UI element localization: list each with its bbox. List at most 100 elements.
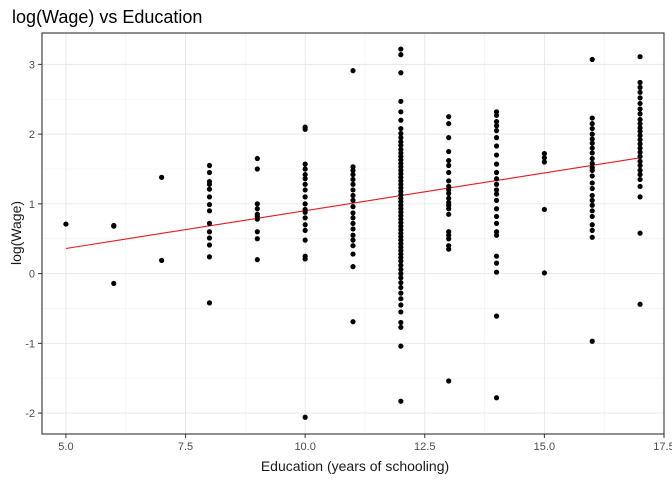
data-point bbox=[206, 181, 213, 187]
data-point bbox=[350, 264, 356, 270]
data-point bbox=[637, 132, 643, 139]
data-point bbox=[637, 162, 643, 169]
data-point bbox=[637, 137, 643, 143]
x-tick-label: 7.5 bbox=[178, 441, 193, 453]
panel-border bbox=[41, 32, 665, 435]
data-point bbox=[350, 167, 356, 173]
data-point bbox=[493, 253, 500, 259]
data-point bbox=[398, 98, 404, 104]
data-point bbox=[398, 290, 404, 296]
data-point bbox=[398, 142, 404, 148]
data-point bbox=[302, 215, 308, 221]
data-point bbox=[637, 230, 643, 236]
data-point bbox=[493, 213, 500, 220]
data-point bbox=[589, 56, 595, 63]
data-point bbox=[589, 140, 595, 146]
y-tick-label: 0 bbox=[29, 269, 35, 281]
data-point bbox=[302, 222, 308, 228]
data-point bbox=[206, 201, 213, 208]
data-point bbox=[493, 123, 500, 129]
data-point bbox=[302, 201, 308, 207]
major-gridlines bbox=[42, 33, 665, 434]
y-tick-label: 3 bbox=[29, 59, 35, 71]
data-point bbox=[446, 211, 452, 217]
data-point bbox=[350, 243, 356, 249]
data-point bbox=[398, 296, 404, 302]
data-point bbox=[589, 213, 595, 220]
data-point bbox=[398, 302, 404, 308]
data-point bbox=[589, 227, 595, 233]
data-point bbox=[589, 160, 595, 167]
data-point bbox=[637, 167, 643, 173]
data-point bbox=[589, 180, 595, 186]
x-axis-title: Education (years of schooling) bbox=[261, 458, 449, 474]
data-point bbox=[637, 128, 643, 134]
data-point bbox=[206, 235, 213, 241]
data-point bbox=[302, 209, 308, 215]
data-point bbox=[637, 153, 643, 160]
data-point bbox=[350, 68, 356, 74]
data-point bbox=[350, 220, 356, 226]
data-point bbox=[398, 266, 404, 273]
data-point bbox=[637, 89, 643, 95]
data-point bbox=[398, 343, 404, 349]
data-point bbox=[637, 171, 643, 178]
data-point bbox=[206, 242, 213, 248]
data-point bbox=[302, 227, 308, 233]
data-point bbox=[206, 220, 213, 226]
data-point bbox=[589, 197, 595, 203]
data-point bbox=[302, 181, 308, 187]
data-point bbox=[398, 52, 404, 58]
data-point bbox=[302, 414, 308, 420]
data-point bbox=[302, 176, 308, 182]
x-tick-label: 10.0 bbox=[294, 441, 315, 453]
data-point bbox=[350, 215, 356, 221]
data-point bbox=[493, 187, 500, 193]
data-point bbox=[446, 190, 452, 196]
data-point bbox=[302, 237, 308, 243]
data-point bbox=[637, 158, 643, 164]
data-point bbox=[637, 141, 643, 147]
data-point bbox=[493, 161, 500, 167]
data-point bbox=[206, 300, 213, 306]
data-point bbox=[589, 121, 595, 127]
data-point bbox=[254, 257, 260, 263]
data-point bbox=[589, 131, 595, 137]
data-point bbox=[589, 136, 595, 142]
data-point bbox=[589, 173, 595, 179]
data-point bbox=[637, 54, 643, 60]
data-point bbox=[589, 115, 595, 121]
data-point bbox=[63, 221, 69, 227]
data-point bbox=[206, 229, 213, 235]
data-point bbox=[637, 79, 643, 86]
data-point bbox=[350, 176, 356, 183]
data-point bbox=[254, 155, 260, 162]
data-point bbox=[111, 280, 117, 286]
data-point bbox=[446, 135, 452, 141]
data-point bbox=[541, 270, 547, 276]
data-point bbox=[589, 125, 595, 132]
data-point bbox=[446, 246, 452, 252]
data-point bbox=[493, 232, 500, 238]
data-point bbox=[493, 191, 500, 197]
data-point bbox=[446, 195, 452, 201]
y-tick-label: 1 bbox=[29, 199, 35, 211]
data-point bbox=[637, 84, 643, 90]
data-point bbox=[541, 159, 547, 165]
y-tick-label: -1 bbox=[25, 338, 35, 350]
data-point bbox=[350, 226, 356, 232]
data-point bbox=[637, 100, 643, 107]
data-point bbox=[159, 174, 165, 180]
chart-title: log(Wage) vs Education bbox=[12, 7, 202, 27]
data-point bbox=[398, 46, 404, 52]
data-point bbox=[398, 109, 404, 115]
data-point bbox=[302, 256, 308, 262]
data-point bbox=[398, 398, 404, 404]
data-point bbox=[493, 206, 500, 212]
x-tick-label: 17.5 bbox=[653, 441, 672, 453]
data-point bbox=[589, 338, 595, 344]
y-axis-title: log(Wage) bbox=[8, 201, 24, 265]
data-point bbox=[350, 204, 356, 210]
data-point bbox=[637, 301, 643, 307]
